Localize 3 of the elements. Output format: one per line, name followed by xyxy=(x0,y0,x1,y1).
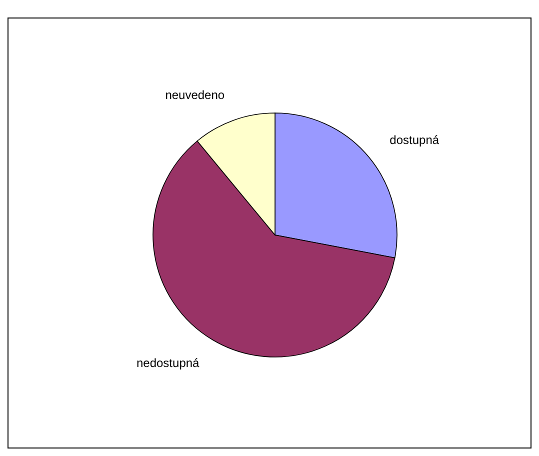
slice-label: dostupná xyxy=(390,133,440,148)
slice-label: nedostupná xyxy=(136,356,200,370)
slice-label: neuvedeno xyxy=(165,88,225,102)
